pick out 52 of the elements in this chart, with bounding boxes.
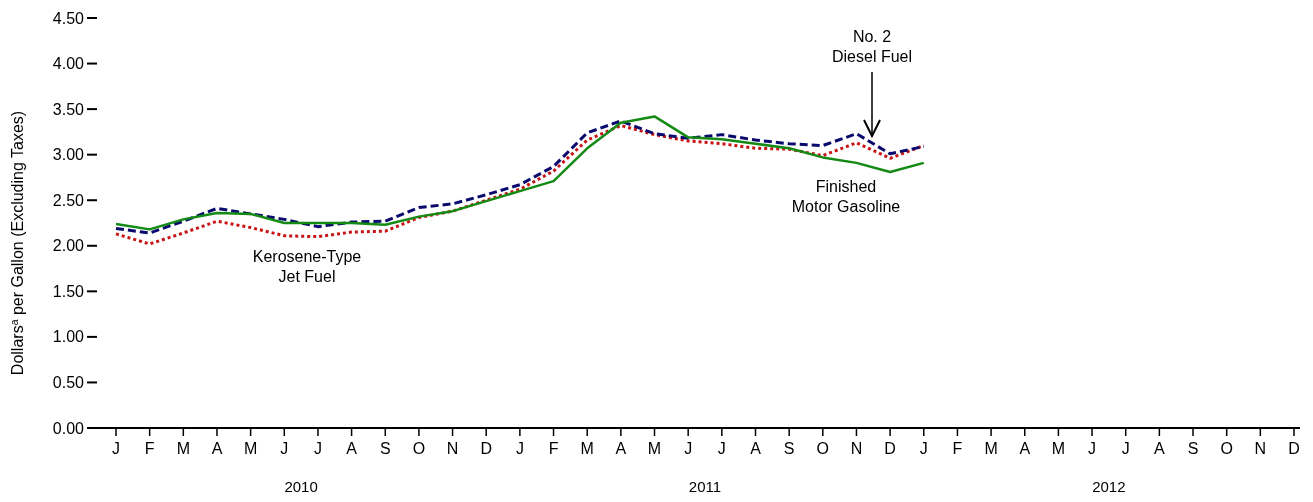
x-tick-label: A	[1154, 440, 1166, 457]
y-tick-label: 4.00	[52, 55, 85, 73]
x-tick-label: J	[1088, 440, 1097, 457]
x-tick-label: M	[580, 440, 594, 457]
x-tick-label: O	[412, 440, 426, 457]
text: 2011	[688, 478, 722, 495]
y-tick-label: 3.50	[52, 100, 85, 118]
x-tick-label: M	[243, 440, 258, 457]
text: 2010	[284, 478, 318, 495]
x-tick-label: J	[717, 440, 726, 457]
x-tick-label: F	[548, 440, 559, 457]
y-tick-label: 1.00	[52, 328, 85, 346]
x-tick-label: J	[313, 440, 322, 457]
y-tick-label: 2.50	[52, 191, 85, 209]
x-tick-label: A	[1019, 440, 1031, 457]
x-tick-label: J	[280, 440, 289, 457]
x-tick-label: N	[850, 440, 863, 457]
y-tick-label: 2.00	[52, 237, 85, 255]
series-label: Kerosene-Type Jet Fuel	[252, 248, 362, 285]
x-tick-label: S	[1187, 440, 1199, 457]
y-tick-label: 0.00	[52, 419, 85, 437]
x-tick-label: J	[684, 440, 693, 457]
y-tick-label: 0.50	[52, 374, 85, 392]
x-tick-label: A	[346, 440, 358, 457]
series-label: Finished Motor Gasoline	[791, 178, 901, 215]
text: 2012	[1092, 478, 1126, 495]
x-tick-label: M	[984, 440, 998, 457]
x-tick-label: J	[1121, 440, 1130, 457]
x-tick-label: M	[647, 440, 662, 457]
text: No. 2 Diesel Fuel	[831, 28, 913, 65]
x-tick-label: A	[211, 440, 223, 457]
x-tick-label: M	[176, 440, 190, 457]
x-tick-label: J	[112, 440, 120, 457]
x-tick-label: D	[1288, 440, 1300, 457]
x-tick-label: O	[816, 440, 830, 457]
x-tick-label: D	[884, 440, 896, 457]
x-tick-label: S	[783, 440, 795, 457]
x-tick-label: O	[1220, 440, 1233, 457]
x-tick-label: A	[615, 440, 627, 457]
x-tick-label: F	[144, 440, 155, 457]
x-tick-label: N	[1254, 440, 1267, 457]
y-tick-label: 1.50	[52, 282, 85, 300]
x-tick-label: A	[750, 440, 762, 457]
x-tick-label: D	[480, 440, 493, 457]
x-tick-label: J	[515, 440, 524, 457]
x-tick-label: J	[919, 440, 928, 457]
y-tick-label: 4.50	[52, 9, 85, 27]
y-tick-label: 3.00	[52, 146, 85, 164]
x-tick-label: S	[379, 440, 391, 457]
x-tick-label: M	[1051, 440, 1066, 457]
x-tick-label: F	[952, 440, 963, 457]
x-tick-label: N	[446, 440, 459, 457]
